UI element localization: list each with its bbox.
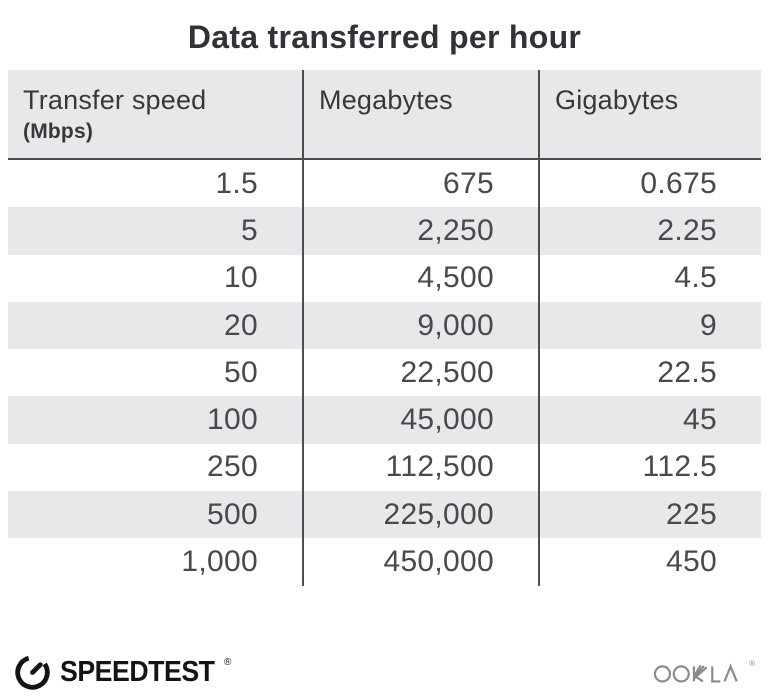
column-header-transfer-speed: Transfer speed (Mbps) [8,70,302,158]
cell-megabytes: 675 [302,160,538,208]
table-row: 500 225,000 225 [8,491,761,539]
cell-mbps: 250 [207,450,258,484]
table-row: 50 22,500 22.5 [8,349,761,397]
cell-megabytes: 225,000 [302,491,538,539]
column-header-transfer-speed-label: Transfer speed [23,85,207,115]
cell-gigabytes: 4.5 [538,254,761,302]
speedtest-logo: SPEEDTEST ® [14,654,231,691]
cell-megabytes: 2,250 [302,207,538,255]
cell-gigabytes: 2.25 [538,207,761,255]
speedtest-trademark: ® [223,656,232,668]
page-title: Data transferred per hour [187,19,582,55]
table-row: 250 112,500 112.5 [8,443,761,492]
cell-gigabytes: 9 [538,301,761,350]
cell-gigabytes: 112.5 [538,443,761,492]
table-header-row: Transfer speed (Mbps) Megabytes Gigabyte… [8,70,761,160]
cell-mbps: 100 [207,403,258,437]
table-row: 1,000 450,000 450 [8,538,761,586]
cell-gigabytes: 45 [538,396,761,444]
table-row: 10 4,500 4.5 [8,254,761,302]
cell-megabytes: 22,500 [302,349,538,397]
cell-megabytes: 4,500 [302,254,538,302]
cell-mbps: 20 [224,308,258,342]
table-body: 1.5 675 0.675 5 2,250 2.25 10 4,500 4.5 … [8,160,761,586]
cell-megabytes: 9,000 [302,301,538,350]
speedtest-wordmark: SPEEDTEST [60,655,215,688]
ookla-logo: OOKLA ® [654,659,755,686]
cell-gigabytes: 225 [538,491,761,539]
column-header-transfer-speed-unit: (Mbps) [23,120,94,143]
speedtest-gauge-icon [15,655,50,690]
footer: SPEEDTEST ® OOKLA ® [14,650,755,694]
cell-megabytes: 112,500 [302,443,538,492]
cell-mbps: 1.5 [215,166,258,200]
ookla-wordmark-icon [654,663,738,683]
cell-gigabytes: 0.675 [538,160,761,208]
table-row: 20 9,000 9 [8,301,761,350]
cell-mbps: 5 [241,213,258,247]
cell-mbps: 10 [224,261,258,295]
table-row: 100 45,000 45 [8,396,761,444]
cell-megabytes: 450,000 [302,538,538,586]
cell-mbps: 1,000 [181,545,258,579]
data-table: Transfer speed (Mbps) Megabytes Gigabyte… [8,70,761,586]
cell-mbps: 50 [224,355,258,389]
cell-gigabytes: 450 [538,538,761,586]
column-header-gigabytes: Gigabytes [538,70,761,158]
cell-gigabytes: 22.5 [538,349,761,397]
column-header-megabytes: Megabytes [302,70,538,158]
table-row: 5 2,250 2.25 [8,207,761,255]
cell-megabytes: 45,000 [302,396,538,444]
ookla-trademark: ® [749,658,755,668]
cell-mbps: 500 [207,497,258,531]
table-row: 1.5 675 0.675 [8,160,761,208]
